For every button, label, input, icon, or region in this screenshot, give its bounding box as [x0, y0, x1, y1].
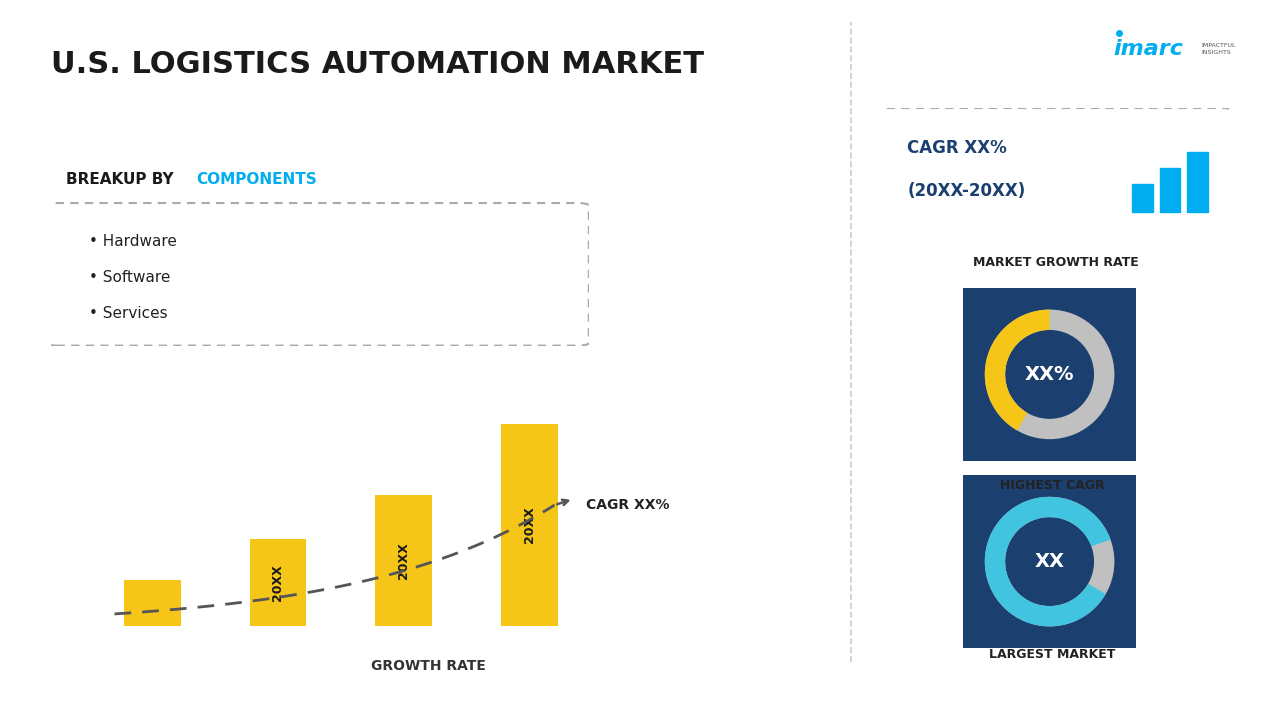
Bar [500, 424, 558, 626]
Text: • Hardware: • Hardware [88, 235, 177, 249]
Text: • Services: • Services [88, 307, 168, 321]
Text: GROWTH RATE: GROWTH RATE [371, 660, 486, 673]
Text: (20XX-20XX): (20XX-20XX) [908, 182, 1025, 200]
Text: 20XX: 20XX [397, 543, 410, 580]
Wedge shape [984, 497, 1111, 626]
Bar [124, 580, 180, 626]
Text: LARGEST MARKET: LARGEST MARKET [989, 648, 1115, 661]
Text: • Software: • Software [88, 271, 170, 285]
Bar [250, 539, 306, 626]
Wedge shape [984, 310, 1050, 431]
Text: 20XX: 20XX [271, 564, 284, 601]
Text: U.S. LOGISTICS AUTOMATION MARKET: U.S. LOGISTICS AUTOMATION MARKET [51, 50, 704, 79]
FancyBboxPatch shape [957, 469, 1142, 654]
Text: XX%: XX% [1025, 365, 1074, 384]
Text: MARKET GROWTH RATE: MARKET GROWTH RATE [973, 256, 1139, 269]
Wedge shape [984, 310, 1115, 439]
FancyBboxPatch shape [1160, 168, 1180, 212]
FancyBboxPatch shape [46, 203, 589, 346]
Text: BREAKUP BY: BREAKUP BY [67, 173, 179, 187]
Text: COMPONENTS: COMPONENTS [196, 173, 316, 187]
Wedge shape [984, 497, 1115, 626]
Text: imarc: imarc [1114, 39, 1184, 59]
Text: HIGHEST CAGR: HIGHEST CAGR [1000, 479, 1105, 492]
Text: 20XX: 20XX [522, 507, 536, 544]
FancyBboxPatch shape [877, 108, 1233, 232]
Text: CAGR XX%: CAGR XX% [586, 498, 669, 512]
FancyBboxPatch shape [1188, 153, 1208, 212]
Text: CAGR XX%: CAGR XX% [908, 140, 1007, 158]
FancyBboxPatch shape [1132, 184, 1153, 212]
Text: IMPACTFUL
INSIGHTS: IMPACTFUL INSIGHTS [1201, 43, 1235, 55]
Bar [375, 495, 431, 626]
FancyBboxPatch shape [957, 282, 1142, 467]
Text: XX: XX [1034, 552, 1065, 571]
